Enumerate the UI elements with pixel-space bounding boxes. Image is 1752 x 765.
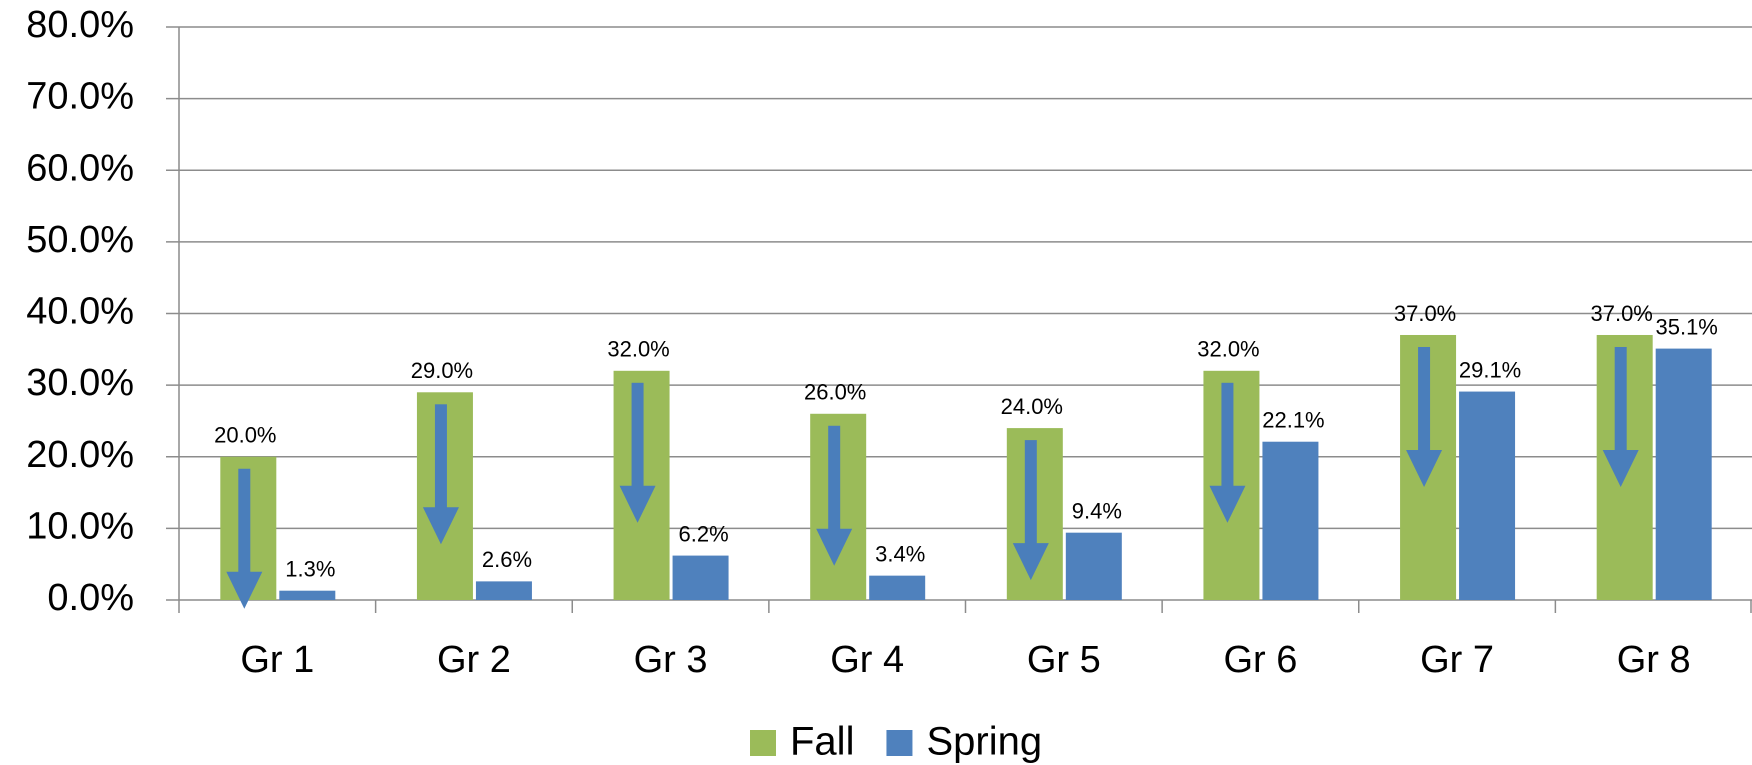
arrow (1209, 485, 1246, 523)
data-label: 20.0% (214, 423, 276, 448)
x-tick-label: Gr 6 (1223, 639, 1297, 681)
bar (1262, 441, 1319, 600)
data-label: 37.0% (1590, 301, 1652, 326)
data-label: 35.1% (1655, 314, 1717, 339)
y-tick-label: 40.0% (26, 291, 134, 333)
arrow (631, 382, 644, 487)
arrow (1602, 449, 1639, 487)
legend-swatch (750, 730, 776, 756)
arrow (226, 571, 263, 609)
data-label: 37.0% (1394, 301, 1456, 326)
bar (1065, 532, 1122, 600)
y-tick-label: 60.0% (26, 147, 134, 189)
x-tick-label: Gr 3 (634, 639, 708, 681)
arrow (816, 528, 853, 566)
y-tick-label: 80.0% (26, 4, 134, 46)
x-tick-label: Gr 4 (830, 639, 904, 681)
bar (475, 581, 532, 600)
arrow (434, 404, 447, 509)
x-tick-label: Gr 7 (1420, 639, 1494, 681)
y-tick-label: 20.0% (26, 434, 134, 476)
data-label: 32.0% (1197, 337, 1259, 362)
data-label: 22.1% (1262, 408, 1324, 433)
arrow (1614, 346, 1627, 451)
legend-label: Spring (926, 720, 1042, 764)
bar (279, 590, 336, 600)
arrow (1221, 382, 1234, 487)
data-label: 32.0% (607, 337, 669, 362)
data-label: 29.0% (411, 358, 473, 383)
arrow (422, 507, 459, 545)
data-label: 29.1% (1459, 357, 1521, 382)
legend-label: Fall (790, 720, 854, 764)
x-tick-label: Gr 5 (1027, 639, 1101, 681)
arrow (828, 425, 841, 530)
bar (869, 575, 926, 600)
x-tick-label: Gr 2 (437, 639, 511, 681)
y-tick-label: 50.0% (26, 219, 134, 261)
data-label: 9.4% (1072, 498, 1122, 523)
y-tick-label: 0.0% (47, 577, 134, 619)
x-tick-label: Gr 8 (1617, 639, 1691, 681)
arrow (619, 485, 656, 523)
arrow (1012, 543, 1049, 581)
y-tick-label: 70.0% (26, 76, 134, 118)
arrow (238, 468, 251, 573)
legend-swatch (886, 730, 913, 756)
data-label: 3.4% (875, 541, 925, 566)
arrow (1024, 440, 1037, 545)
bar (1459, 391, 1516, 600)
data-label: 2.6% (482, 547, 532, 572)
data-label: 24.0% (1001, 394, 1063, 419)
y-tick-label: 30.0% (26, 362, 134, 404)
bar (1655, 348, 1712, 600)
data-label: 6.2% (678, 521, 728, 546)
bar (672, 555, 729, 600)
x-tick-label: Gr 1 (240, 639, 314, 681)
data-label: 26.0% (804, 380, 866, 405)
arrow (1406, 449, 1443, 487)
arrow (1418, 346, 1431, 451)
data-label: 1.3% (285, 557, 335, 582)
y-tick-label: 10.0% (26, 505, 134, 547)
